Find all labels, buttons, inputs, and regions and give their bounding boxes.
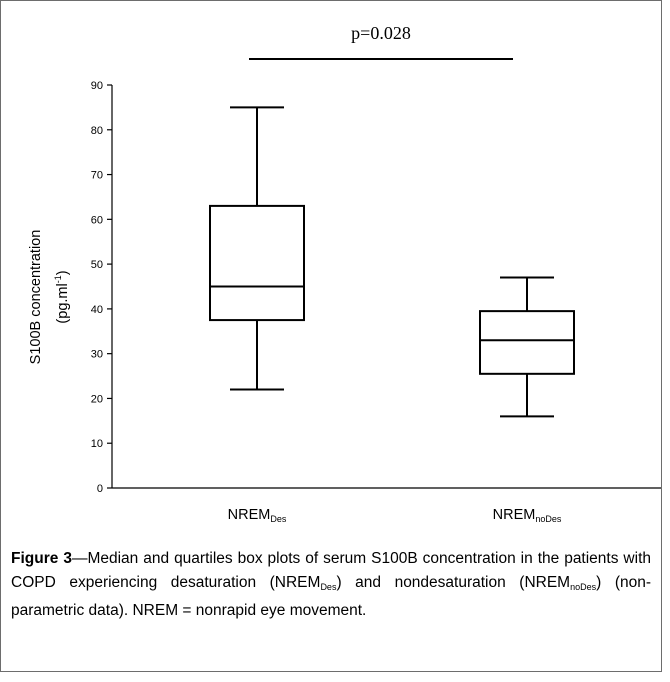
y-tick-label: 50 (91, 259, 103, 271)
y-tick-label: 70 (91, 170, 103, 182)
y-axis-title-main: S100B concentration (28, 229, 44, 365)
y-tick-label: 40 (91, 304, 103, 316)
y-tick-label: 20 (91, 393, 103, 405)
x-category-label-des: NREMDes (227, 507, 287, 524)
significance-label: p=0.028 (351, 23, 411, 43)
y-axis-title: S100B concentration (pg.ml-1) (25, 177, 73, 417)
box-2-iqr-box (479, 310, 575, 375)
caption-label: Figure 3 (11, 550, 72, 567)
figure-panel: p=0.028 0 10 20 30 40 50 60 70 80 90 S100B concen… (0, 0, 662, 672)
y-axis-title-unit: (pg.ml-1) (53, 270, 71, 324)
y-tick-label: 60 (91, 214, 103, 226)
y-tick-label: 30 (91, 349, 103, 361)
y-tick-label: 80 (91, 125, 103, 137)
box-plot: 0 10 20 30 40 50 60 70 80 90 (91, 80, 661, 495)
x-category-label-nodes: NREMnoDes (492, 507, 562, 524)
box-1-iqr-box (209, 204, 305, 322)
significance-bar (249, 58, 513, 60)
y-tick-label: 10 (91, 438, 103, 450)
figure-caption: Figure 3—Median and quartiles box plots … (11, 550, 652, 619)
y-tick-label: 90 (91, 80, 103, 92)
y-tick-label: 0 (97, 483, 103, 495)
